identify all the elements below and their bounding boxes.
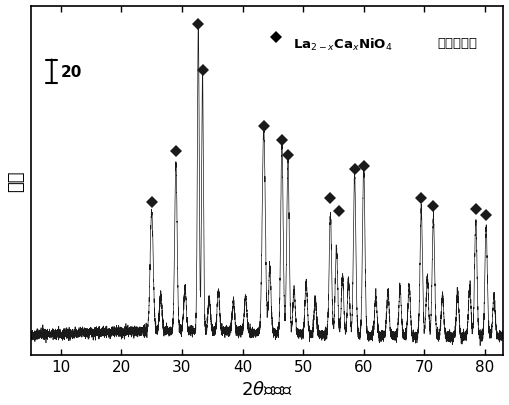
Text: 20: 20: [61, 65, 82, 80]
Y-axis label: 强度: 强度: [7, 170, 25, 192]
Text: 钓馒矿结构: 钓馒矿结构: [436, 36, 476, 49]
Text: La$_{2-x}$Ca$_x$NiO$_4$: La$_{2-x}$Ca$_x$NiO$_4$: [292, 36, 391, 53]
X-axis label: 2$\theta$（度）: 2$\theta$（度）: [240, 380, 292, 398]
